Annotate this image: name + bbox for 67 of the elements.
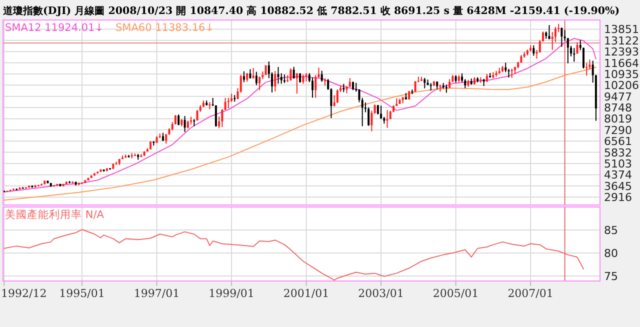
chart-title: 道瓊指數(DJI) 月線圖 2008/10/23 開 10847.40 高 10882.52 低 7882.51 收 8691.25 s 量 6428M -2159.41 (-19.90%) <box>2 5 620 17</box>
candlestick <box>274 70 276 92</box>
candlestick <box>586 62 588 76</box>
candlestick <box>548 24 550 40</box>
candlestick <box>336 88 338 104</box>
candlestick <box>424 77 426 89</box>
candlestick <box>296 72 298 94</box>
y-tick-label: 4374 <box>604 168 632 182</box>
y-tick-label: 13851 <box>604 23 639 36</box>
x-tick-label: 1999/01 <box>208 287 254 300</box>
x-tick-label: 2001/01 <box>283 287 330 300</box>
y-tick-label: 3645 <box>604 180 632 193</box>
candlestick <box>290 68 292 82</box>
candlestick <box>184 115 186 132</box>
x-tick-label: 2005/01 <box>432 287 479 300</box>
y-tick-label: 11664 <box>604 56 639 70</box>
candlestick <box>221 108 224 128</box>
y-tick-label: 10206 <box>604 79 639 92</box>
line-series <box>4 66 596 201</box>
y-tick-label: 8019 <box>604 112 632 126</box>
candlestick <box>242 70 245 83</box>
text: SMA60 11383.16↓ <box>116 22 214 34</box>
candlestick <box>312 77 314 98</box>
line-series <box>4 38 596 192</box>
series-label: 美國產能利用率 N/A <box>5 208 105 221</box>
candlestick <box>573 48 576 62</box>
candlestick <box>368 106 370 126</box>
candlestick <box>280 72 282 84</box>
candlestick <box>277 66 280 84</box>
x-tick-label: 2007/01 <box>508 287 554 300</box>
candlestick <box>376 104 379 115</box>
candlestick <box>224 97 226 110</box>
candlestick <box>320 70 323 82</box>
y-tick-label: 12393 <box>604 46 639 59</box>
candlestick <box>252 67 254 79</box>
y-tick-label: 5832 <box>604 146 632 160</box>
candlestick <box>370 110 373 132</box>
candlestick <box>380 105 382 120</box>
x-tick-label: 1995/01 <box>59 287 105 300</box>
candlestick <box>255 71 258 86</box>
y-tick-label: 9477 <box>604 90 632 104</box>
y-tick-label: 75 <box>604 270 618 283</box>
candlestick <box>532 44 535 56</box>
y-tick-label: 13122 <box>604 34 639 48</box>
candlestick <box>208 102 211 110</box>
candlestick <box>510 68 513 78</box>
x-tick-label: 2003/01 <box>358 287 404 300</box>
y-tick-label: 8748 <box>604 102 632 115</box>
y-tick-label: 80 <box>604 246 618 260</box>
y-tick-label: 5103 <box>604 158 632 170</box>
candlestick <box>249 68 252 79</box>
candlestick <box>560 27 563 48</box>
candlestick <box>361 97 364 127</box>
y-tick-label: 2916 <box>604 191 632 204</box>
text: SMA12 11924.01↓ <box>5 22 104 34</box>
candlestick <box>386 110 388 128</box>
candlestick <box>302 74 304 84</box>
x-tick-label: 1992/12 <box>1 287 47 300</box>
y-tick-label: 7290 <box>604 124 632 137</box>
y-tick-label: 6561 <box>604 135 632 148</box>
candlestick <box>576 42 578 54</box>
candlestick <box>445 84 448 94</box>
y-tick-label: 10935 <box>604 68 639 81</box>
x-tick-label: 1997/01 <box>134 287 180 300</box>
candlestick <box>227 97 230 109</box>
y-tick-label: 85 <box>604 224 618 237</box>
candlestick <box>374 104 376 114</box>
